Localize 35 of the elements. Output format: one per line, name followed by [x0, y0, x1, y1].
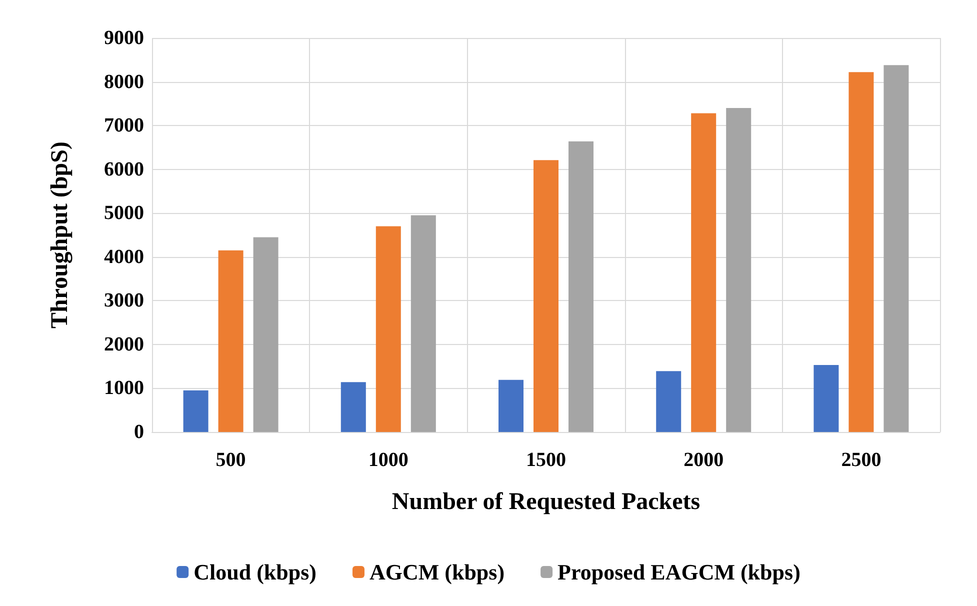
x-axis-title: Number of Requested Packets: [392, 489, 700, 515]
bar: [340, 382, 366, 432]
y-tick-label: 1000: [104, 377, 144, 400]
bar: [410, 215, 436, 432]
bar: [884, 65, 909, 432]
bar: [568, 141, 594, 432]
y-axis-title: Throughput (bpS): [47, 142, 73, 328]
legend-label: Cloud (kbps): [194, 560, 316, 584]
y-tick-label: 2000: [104, 333, 144, 356]
y-tick-label: 8000: [104, 70, 144, 93]
bar: [848, 72, 874, 432]
x-tick-label: 500: [216, 449, 246, 471]
y-tick-label: 7000: [104, 114, 144, 137]
y-tick-label: 9000: [104, 27, 144, 49]
bar: [814, 365, 839, 432]
y-tick-label: 6000: [104, 158, 144, 180]
legend-label: Proposed EAGCM (kbps): [558, 560, 800, 584]
bar: [253, 237, 278, 432]
bar: [691, 113, 716, 432]
bar: [218, 250, 244, 432]
x-tick-label: 2500: [841, 449, 882, 471]
y-tick-label: 3000: [104, 290, 144, 312]
bar: [656, 371, 682, 432]
bar: [498, 380, 524, 432]
bar: [534, 160, 558, 432]
x-tick-label: 1500: [526, 449, 566, 471]
y-tick-label: 5000: [104, 202, 144, 224]
bar: [726, 108, 752, 432]
x-tick-label: 1000: [368, 449, 408, 471]
legend-label: AGCM (kbps): [369, 560, 505, 584]
bar: [376, 226, 401, 432]
bar: [183, 390, 208, 432]
y-tick-label: 4000: [104, 246, 144, 268]
y-tick-label: 0: [134, 421, 144, 443]
x-tick-label: 2000: [684, 449, 724, 471]
